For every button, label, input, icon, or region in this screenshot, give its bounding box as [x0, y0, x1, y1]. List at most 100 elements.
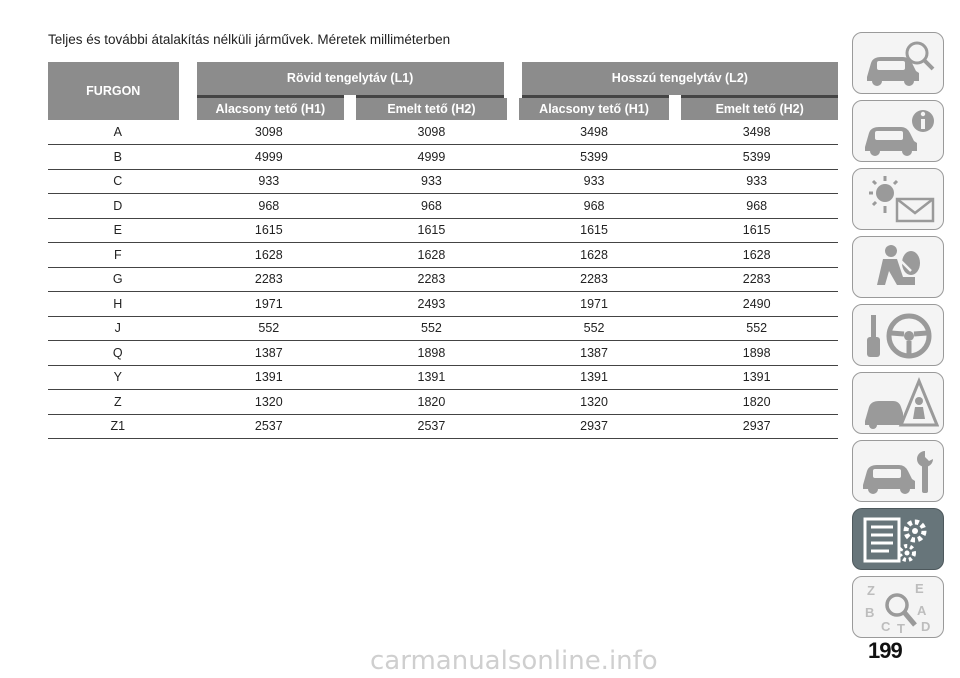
table-cell: 2937: [512, 414, 676, 439]
row-label: H: [48, 291, 188, 317]
row-label: G: [48, 267, 188, 292]
subheader-l1-low-roof: Alacsony tető (H1): [187, 96, 357, 120]
table-cell: 1615: [187, 218, 351, 243]
subheader-l2-high-roof: Emelt tető (H2): [675, 96, 838, 120]
key-steering-wheel-icon: [867, 313, 932, 359]
row-label: Z1: [48, 414, 188, 439]
index-letter: D: [921, 619, 930, 634]
table-cell: 933: [512, 169, 676, 194]
subheader-l2-low-roof: Alacsony tető (H1): [512, 96, 682, 120]
table-row: F 1628 1628 1628 1628: [48, 242, 838, 268]
table-cell: 1628: [675, 242, 838, 268]
subheader-l1-high-roof: Emelt tető (H2): [350, 96, 519, 120]
sidebar-tab-warning-light-envelope[interactable]: [852, 168, 944, 230]
row-label: C: [48, 169, 188, 194]
table-cell: 552: [187, 316, 351, 341]
car-info-icon: [865, 110, 934, 156]
table-row: B 4999 4999 5399 5399: [48, 144, 838, 170]
table-cell: 968: [350, 193, 513, 219]
index-letter: E: [915, 581, 924, 596]
sidebar-tab-specifications[interactable]: [852, 508, 944, 570]
watermark-text: carmanualsonline.info: [370, 646, 658, 676]
index-letter: T: [897, 621, 905, 635]
table-row: A 3098 3098 3498 3498: [48, 120, 838, 145]
index-letter: Z: [867, 583, 875, 598]
row-label: Z: [48, 389, 188, 415]
row-label: Q: [48, 340, 188, 366]
table-cell: 2283: [350, 267, 513, 292]
table-cell: 1820: [675, 389, 838, 415]
table-cell: 2537: [350, 414, 513, 439]
sidebar-tab-car-info[interactable]: [852, 100, 944, 162]
table-row: C 933 933 933 933: [48, 169, 838, 194]
index-search-letters-icon: Z E B A C D T: [865, 581, 930, 635]
table-cell: 3098: [350, 120, 513, 145]
sidebar-tab-airbag[interactable]: [852, 236, 944, 298]
table-cell: 5399: [512, 144, 676, 170]
table-cell: 1628: [512, 242, 676, 268]
table-cell: 3498: [512, 120, 676, 145]
table-row: Z1 2537 2537 2937 2937: [48, 414, 838, 439]
table-cell: 1387: [187, 340, 351, 366]
group-header-short-wheelbase: Rövid tengelytáv (L1): [187, 62, 522, 98]
table-row: J 552 552 552 552: [48, 316, 838, 341]
table-cell: 4999: [350, 144, 513, 170]
table-cell: 1615: [675, 218, 838, 243]
table-cell: 1628: [187, 242, 351, 268]
table-cell: 1971: [187, 291, 351, 317]
table-cell: 3498: [675, 120, 838, 145]
index-letter: C: [881, 619, 891, 634]
table-cell: 968: [675, 193, 838, 219]
table-cell: 968: [187, 193, 351, 219]
sidebar-tab-car-search[interactable]: [852, 32, 944, 94]
table-cell: 2283: [187, 267, 351, 292]
row-label: Y: [48, 365, 188, 390]
table-cell: 2937: [675, 414, 838, 439]
table-body: A 3098 3098 3498 3498 B 4999 4999 5399 5399 C 933 93…: [48, 120, 838, 439]
car-search-icon: [867, 41, 935, 86]
car-wrench-icon: [863, 451, 933, 494]
table-cell: 552: [350, 316, 513, 341]
table-row: Z 1320 1820 1320 1820: [48, 389, 838, 415]
table-cell: 1387: [512, 340, 676, 366]
table-cell: 1391: [350, 365, 513, 390]
table-caption: Teljes és további átalakítás nélküli jár…: [48, 32, 451, 47]
table-row: Q 1387 1898 1387 1898: [48, 340, 838, 366]
sidebar-tab-index[interactable]: Z E B A C D T: [852, 576, 944, 638]
table-cell: 1628: [350, 242, 513, 268]
row-label: F: [48, 242, 188, 268]
table-cell: 1820: [350, 389, 513, 415]
specs-gear-icon: [863, 517, 927, 563]
table-cell: 4999: [187, 144, 351, 170]
warning-light-envelope-icon: [869, 176, 935, 223]
airbag-person-icon: [877, 245, 920, 285]
index-letter: A: [917, 603, 927, 618]
table-cell: 2490: [675, 291, 838, 317]
table-cell: 1898: [350, 340, 513, 366]
table-cell: 933: [187, 169, 351, 194]
table-cell: 2283: [512, 267, 676, 292]
table-cell: 2493: [350, 291, 513, 317]
row-label: B: [48, 144, 188, 170]
row-label: E: [48, 218, 188, 243]
table-row: E 1615 1615 1615 1615: [48, 218, 838, 243]
car-warning-triangle-icon: [865, 377, 939, 429]
sidebar-tab-car-wrench[interactable]: [852, 440, 944, 502]
table-cell: 1320: [512, 389, 676, 415]
table-cell: 552: [675, 316, 838, 341]
table-cell: 2537: [187, 414, 351, 439]
table-cell: 1898: [675, 340, 838, 366]
table-cell: 552: [512, 316, 676, 341]
table-cell: 1391: [512, 365, 676, 390]
table-cell: 1615: [350, 218, 513, 243]
table-cell: 1391: [675, 365, 838, 390]
group-header-long-wheelbase: Hosszú tengelytáv (L2): [512, 62, 838, 98]
page-number: 199: [868, 638, 903, 663]
sidebar-tab-car-warning[interactable]: [852, 372, 944, 434]
row-label: A: [48, 120, 188, 145]
index-letter: B: [865, 605, 874, 620]
sidebar-tab-key-steering[interactable]: [852, 304, 944, 366]
table-cell: 933: [675, 169, 838, 194]
table-cell: 2283: [675, 267, 838, 292]
